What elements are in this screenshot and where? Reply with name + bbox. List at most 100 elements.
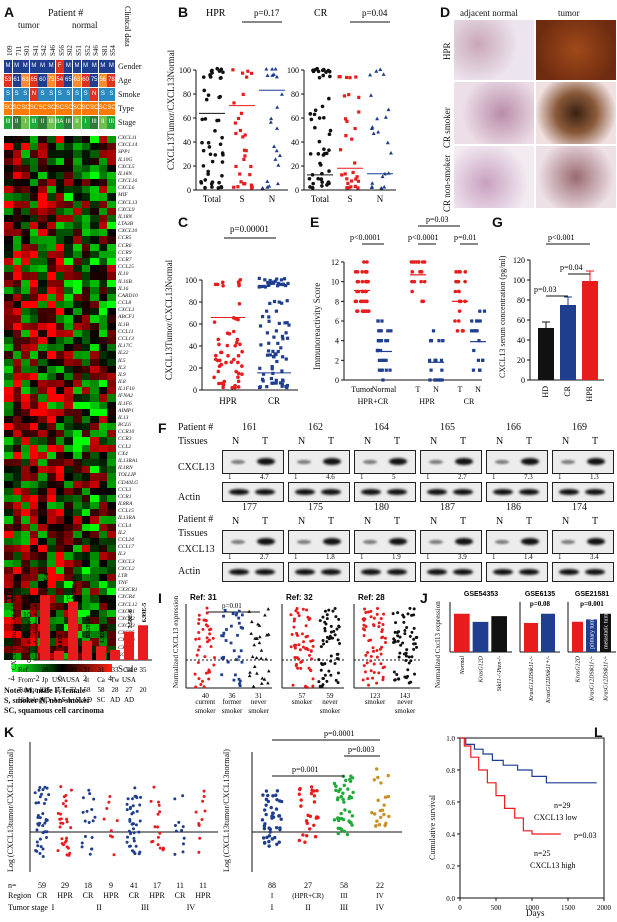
k-right-stage: III bbox=[340, 903, 348, 912]
k-left-point bbox=[67, 853, 71, 857]
heatmap-cell bbox=[47, 279, 56, 288]
i-point bbox=[220, 673, 224, 677]
heatmap-cell bbox=[81, 279, 91, 288]
track-cell: M bbox=[38, 60, 47, 73]
i-point bbox=[391, 612, 395, 616]
heatmap-cell bbox=[107, 222, 116, 230]
heatmap-cell bbox=[90, 329, 99, 338]
heatmap-cell bbox=[107, 494, 116, 503]
heatmap-cell bbox=[64, 473, 73, 481]
heatmap-cell bbox=[72, 200, 82, 209]
f-cxcl13-blot bbox=[420, 530, 482, 554]
heatmap-cell bbox=[29, 250, 39, 259]
f-lane-n: N bbox=[298, 516, 306, 527]
heatmap-cell bbox=[12, 272, 22, 280]
heatmap-cell bbox=[55, 265, 65, 273]
heatmap-cell bbox=[64, 236, 73, 244]
f-ratio-t: 5 bbox=[392, 473, 396, 481]
b-point bbox=[242, 148, 247, 152]
heatmap-cell bbox=[21, 408, 30, 417]
heatmap-cell bbox=[64, 179, 73, 187]
i-point bbox=[266, 607, 271, 611]
c-point bbox=[238, 342, 242, 347]
e-y-tick-label: 0 bbox=[335, 376, 339, 385]
b-y-tick-label: 20 bbox=[183, 162, 191, 171]
heatmap-cell bbox=[29, 645, 39, 654]
b-point bbox=[354, 177, 358, 181]
heatmap-cell bbox=[81, 171, 91, 180]
b-point bbox=[322, 116, 326, 120]
heatmap-cell bbox=[107, 214, 116, 223]
heatmap-cell bbox=[29, 301, 39, 309]
heatmap-cell bbox=[55, 415, 65, 424]
k-right-point bbox=[312, 789, 316, 793]
c-point bbox=[265, 385, 269, 389]
heatmap-cell bbox=[4, 329, 13, 338]
heatmap-cell bbox=[107, 545, 116, 553]
gene-label: CXCL10 bbox=[118, 228, 138, 235]
heatmap-cell bbox=[4, 595, 13, 603]
k-right-point bbox=[297, 838, 302, 843]
i-point bbox=[197, 613, 201, 617]
c-point bbox=[277, 300, 281, 304]
heatmap-cell bbox=[47, 559, 56, 567]
l-x-tick-label: 0 bbox=[458, 904, 462, 912]
heatmap-cell bbox=[47, 171, 56, 180]
c-point bbox=[267, 341, 271, 345]
k-left-point bbox=[34, 801, 38, 805]
heatmap-cell bbox=[21, 459, 30, 467]
heatmap-cell bbox=[29, 315, 39, 323]
k-left-n: 9 bbox=[109, 881, 113, 890]
track-cell: I bbox=[21, 116, 30, 129]
heatmap-cell bbox=[90, 258, 99, 266]
i-point bbox=[265, 633, 269, 637]
heatmap-cell bbox=[64, 322, 73, 331]
heatmap-cell bbox=[64, 222, 73, 230]
heatmap-cell bbox=[38, 272, 48, 280]
heatmap-cell bbox=[55, 315, 65, 323]
heatmap-cell bbox=[90, 186, 99, 194]
heatmap-cell bbox=[90, 537, 99, 546]
k-right-point bbox=[271, 794, 275, 798]
heatmap-cell bbox=[98, 351, 108, 359]
b-point bbox=[241, 92, 245, 97]
b-point bbox=[311, 181, 315, 186]
i-point bbox=[333, 633, 337, 637]
heatmap-cell bbox=[98, 229, 108, 237]
e-point bbox=[416, 260, 421, 264]
patient-id: S54 bbox=[109, 45, 118, 56]
patient-id: S42 bbox=[40, 45, 49, 56]
e-point bbox=[453, 319, 457, 323]
j-category: KrasG12DStk11-/- bbox=[604, 656, 610, 702]
e-point bbox=[354, 299, 359, 304]
b-point bbox=[270, 66, 275, 71]
b-point bbox=[243, 133, 247, 137]
heatmap-cell bbox=[90, 602, 99, 611]
i-point bbox=[376, 606, 380, 610]
heatmap-cell bbox=[72, 394, 82, 402]
heatmap-cell bbox=[38, 394, 48, 402]
f-cxcl13-blot bbox=[552, 450, 614, 474]
c-point bbox=[284, 384, 288, 389]
k-right-point bbox=[278, 827, 282, 832]
gene-label: TNF bbox=[118, 580, 129, 587]
heatmap-cell bbox=[90, 473, 99, 481]
k-left-point bbox=[45, 836, 49, 840]
b-point bbox=[383, 115, 388, 119]
c-point bbox=[234, 340, 239, 345]
i-point bbox=[407, 681, 411, 685]
c-pvalue: p=0.00001 bbox=[230, 224, 269, 234]
c-point bbox=[233, 343, 238, 348]
track-cell: SC bbox=[38, 102, 47, 115]
heatmap-cell bbox=[38, 545, 48, 553]
f-protein-2: CXCL13 bbox=[178, 544, 215, 555]
track-cell: M bbox=[4, 60, 13, 73]
k-n-label: n= bbox=[8, 881, 17, 890]
heatmap-cell bbox=[81, 322, 91, 331]
k-right-point bbox=[341, 797, 345, 801]
gene-label: CCR1 bbox=[118, 493, 132, 500]
gene-label: IL8 bbox=[118, 379, 126, 386]
heatmap-cell bbox=[64, 143, 73, 151]
i-point bbox=[239, 626, 243, 629]
